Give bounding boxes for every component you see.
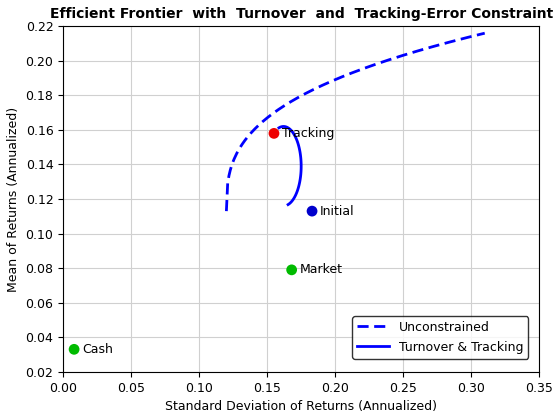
Unconstrained <box>292 97 298 102</box>
Unconstrained <box>468 34 475 39</box>
Turnover & Tracking <box>280 124 287 129</box>
Line: Unconstrained: Unconstrained <box>226 33 485 211</box>
Unconstrained <box>271 110 278 115</box>
Unconstrained <box>223 209 230 214</box>
Legend: Unconstrained, Turnover & Tracking: Unconstrained, Turnover & Tracking <box>352 316 528 359</box>
Unconstrained <box>239 142 245 147</box>
Unconstrained <box>482 31 488 36</box>
Turnover & Tracking <box>295 186 302 191</box>
Y-axis label: Mean of Returns (Annualized): Mean of Returns (Annualized) <box>7 106 20 291</box>
Point <box>69 346 78 353</box>
Point <box>269 130 278 137</box>
Turnover & Tracking <box>293 189 300 194</box>
Title: Efficient Frontier  with  Turnover  and  Tracking-Error Constraint: Efficient Frontier with Turnover and Tra… <box>49 7 553 21</box>
Turnover & Tracking <box>276 125 282 130</box>
Text: Cash: Cash <box>82 343 113 356</box>
Text: Tracking: Tracking <box>282 127 334 140</box>
X-axis label: Standard Deviation of Returns (Annualized): Standard Deviation of Returns (Annualize… <box>165 400 437 413</box>
Text: Initial: Initial <box>320 205 355 218</box>
Point <box>287 267 296 273</box>
Line: Turnover & Tracking: Turnover & Tracking <box>279 126 301 205</box>
Turnover & Tracking <box>284 202 291 207</box>
Unconstrained <box>459 36 466 41</box>
Text: Market: Market <box>300 263 343 276</box>
Turnover & Tracking <box>295 142 302 147</box>
Turnover & Tracking <box>297 152 304 157</box>
Turnover & Tracking <box>278 124 284 129</box>
Point <box>307 208 316 215</box>
Turnover & Tracking <box>279 124 286 129</box>
Unconstrained <box>234 151 240 156</box>
